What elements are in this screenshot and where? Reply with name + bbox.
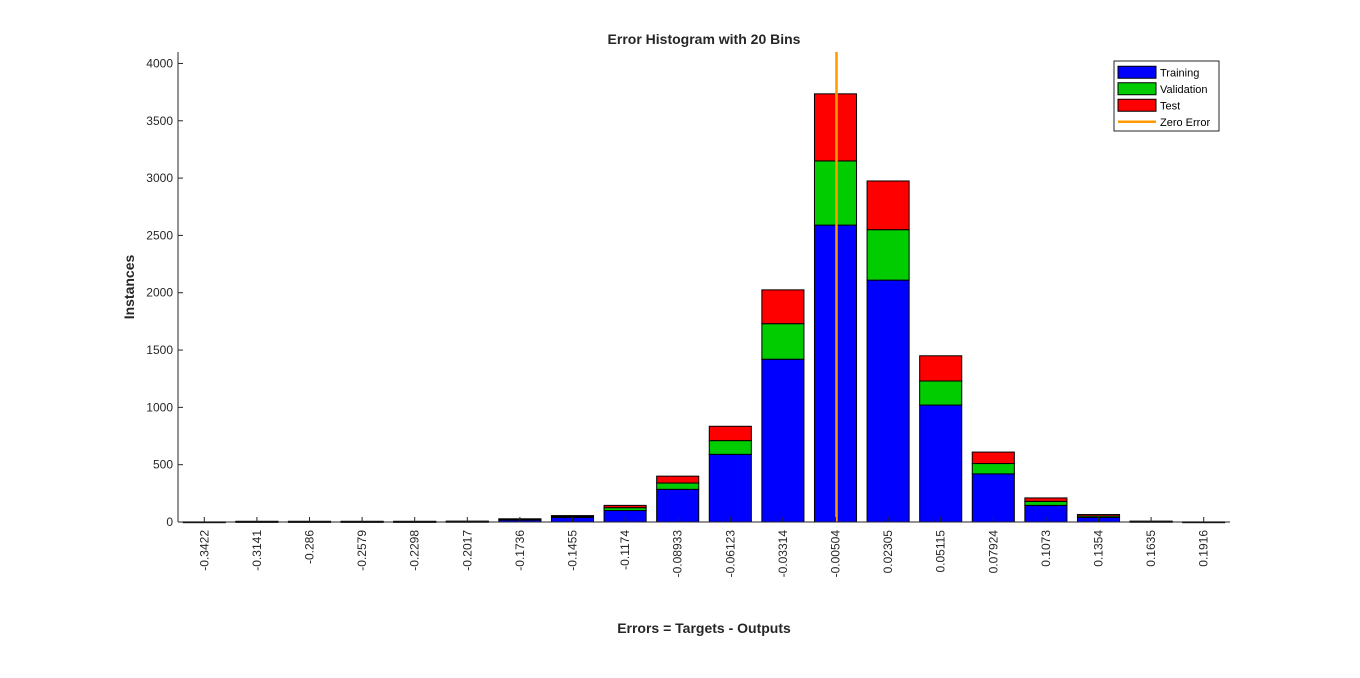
x-tick-label: -0.06123 [723,530,737,578]
y-axis-ticks: 0 500 1000 1500 2000 2500 3000 3500 4000 [146,56,183,529]
bar-test-7 [550,515,595,517]
histogram-bars [182,93,1226,524]
bar-validation-9 [656,482,700,490]
axes [177,52,1230,523]
x-tick-label: 0.05115 [934,530,948,573]
y-tick-label: 1500 [146,343,173,357]
bar-test-16 [1024,497,1068,502]
x-tick-label: -0.03314 [776,530,790,578]
x-tick-label: 0.02305 [881,530,895,574]
x-tick-label: -0.2017 [460,530,474,571]
bar-validation-15 [971,463,1015,475]
chart-title: Error Histogram with 20 Bins [608,31,801,47]
x-tick-label: -0.2298 [408,530,422,571]
legend-swatch-training [1117,65,1157,79]
bar-test-15 [971,451,1015,465]
bar-test-11 [761,289,805,325]
bar-training-15 [971,473,1015,523]
x-tick-label: 0.1635 [1144,530,1158,567]
y-tick-label: 4000 [146,56,173,70]
y-tick-label: 0 [166,515,173,529]
x-tick-label: -0.1174 [618,530,632,570]
legend-swatch-test [1117,98,1157,112]
x-tick-label: 0.1073 [1039,530,1053,567]
bar-validation-13 [866,229,910,281]
y-tick-label: 2000 [146,286,173,300]
x-tick-label: -0.08933 [671,530,685,578]
x-tick-label: 0.07924 [986,530,1000,574]
y-axis-label: Instances [121,254,137,319]
bar-test-9 [656,475,700,484]
bar-training-9 [656,488,700,523]
bar-training-10 [708,453,752,523]
legend-swatch-validation [1117,82,1157,96]
x-tick-label: -0.286 [303,530,317,564]
x-tick-label: -0.2579 [355,530,369,571]
y-tick-label: 500 [153,458,173,472]
x-axis-ticks: -0.3422 -0.3141 -0.286 -0.2579 -0.2298 -0.201… [197,517,1211,578]
legend-label-zero-error: Zero Error [1160,117,1210,129]
bar-validation-16 [1024,500,1068,506]
bar-test-14 [919,355,963,382]
bar-training-14 [919,404,963,523]
bar-test-17 [1076,514,1121,517]
bar-validation-10 [708,440,752,455]
x-axis-label: Errors = Targets - Outputs [617,620,791,636]
x-tick-label: -0.3422 [197,530,211,571]
x-tick-label: 0.1916 [1197,530,1211,567]
x-tick-label: -0.1736 [513,530,527,571]
x-tick-label: -0.00504 [829,530,843,578]
y-tick-label: 1000 [146,400,173,414]
x-tick-label: -0.1455 [566,530,580,571]
bar-test-10 [708,425,752,442]
bar-validation-14 [919,380,963,406]
legend-label-training: Training [1160,67,1199,79]
y-tick-label: 3500 [146,114,173,128]
y-tick-label: 2500 [146,228,173,242]
legend-label-validation: Validation [1160,84,1208,96]
x-tick-label: -0.3141 [250,530,264,571]
bar-test-8 [603,504,647,509]
y-tick-label: 3000 [146,171,173,185]
legend-label-test: Test [1160,100,1180,112]
bar-training-11 [761,358,805,523]
bar-validation-11 [761,323,805,360]
legend: Training Validation Test Zero Error [1113,60,1220,132]
bar-training-13 [866,279,910,523]
x-tick-label: 0.1354 [1092,530,1106,567]
bar-test-13 [866,180,910,231]
